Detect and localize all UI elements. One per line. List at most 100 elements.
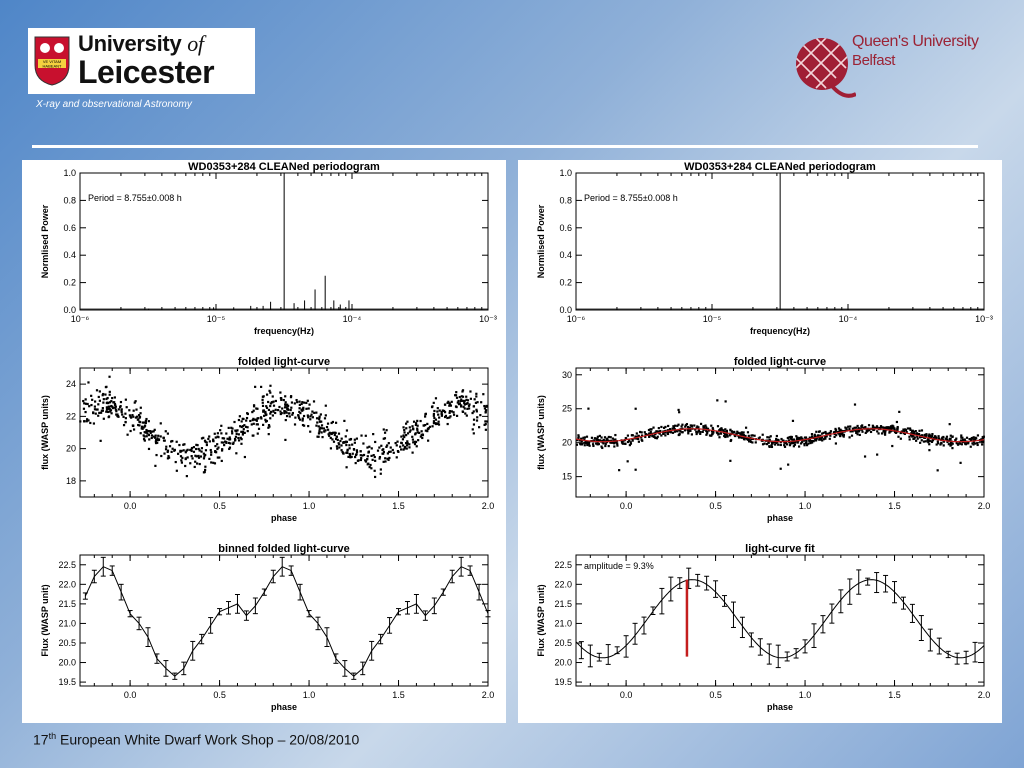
left-chart2-data-point [402,426,405,429]
left-chart2-data-point [351,443,354,446]
left-chart2-data-point [472,418,476,421]
left-chart2-data-point [128,409,131,412]
right-chart2-data-point [783,444,786,447]
right-chart2-data-point [660,425,663,429]
left-chart2-data-point [183,443,186,446]
right-chart2-data-point [635,432,638,435]
left-chart2-data-point [478,426,481,429]
right-chart2-data-point [788,441,791,444]
left-chart2-data-point [222,441,225,444]
right-chart2-data-point [959,461,962,464]
right-chart2-data-point [695,427,698,430]
right-chart2-data-point [862,426,865,429]
right-chart3-plot-frame [575,554,985,687]
left-chart2-data-point [216,432,219,435]
right-chart2-data-point [893,428,896,432]
right-chart2-data-point [931,434,934,438]
left-chart2-data-point [133,401,136,404]
left-chart2-data-point [405,444,409,447]
right-chart2-data-point [917,432,921,436]
right-chart2-data-point [583,444,586,447]
left-chart2-data-point [472,432,475,435]
right-chart2-data-point [797,445,801,448]
left-chart2-data-point [116,413,119,416]
left-chart2-data-point [320,420,323,423]
left-chart2-data-point [88,405,91,408]
left-chart2-data-point [485,405,488,408]
left-chart2-data-point [126,433,129,436]
right-chart2-data-point [744,426,748,429]
left-chart2-data-point [291,411,295,415]
right-chart2-data-point [598,434,601,438]
left-chart2-data-point [145,428,148,432]
right-chart2-data-point [628,439,631,442]
left-chart2-data-point [254,385,257,388]
left-chart2-data-point [243,424,246,427]
right-chart2-data-point [916,435,919,438]
right-chart2-data-point [965,436,969,439]
right-chart2-data-point [711,426,714,430]
left-chart2-data-point [210,451,213,454]
right-chart2-data-point [814,438,817,441]
left-chart2-data-point [197,447,200,451]
right-chart2-data-point [835,434,838,437]
right-chart2-data-point [704,424,707,427]
right-chart2-data-point [850,434,854,437]
left-chart2-data-point [408,443,411,446]
right-chart2-data-point [888,430,891,433]
left-chart2-data-point [473,398,476,401]
right-chart2-data-point [687,427,691,430]
right-chart2-data-point [822,438,825,441]
left-chart2-data-point [216,447,219,451]
left-chart2-x-tick-label: 2.0 [482,501,495,511]
right-chart2-data-point [793,443,797,446]
right-chart2-data-point [723,433,727,436]
right-chart2-data-point [857,426,860,430]
left-chart2-data-point [190,446,194,450]
left-chart2-data-point [283,410,286,413]
right-chart2-data-point [634,407,637,410]
left-chart2-data-point [104,393,107,396]
right-chart2-data-point [667,424,670,428]
left-chart2-data-point [274,408,277,411]
left-chart2-data-point [324,429,327,432]
left-chart2-data-point [418,431,421,434]
university-of-leicester-logo: VE VITAM HABEANT University of Leicester [28,28,255,94]
left-chart3-x-tick-label: 1.0 [303,690,316,700]
right-chart2-data-point [981,436,984,439]
left-chart2-data-point [461,390,464,393]
right-chart2-data-point [842,435,845,438]
right-chart2-data-point [585,440,588,443]
left-chart2-data-point [82,407,86,410]
left-chart2-data-point [241,430,245,433]
left-chart2-data-point [137,423,140,427]
right-chart2-data-point [929,434,932,437]
left-chart2-data-point [278,405,281,409]
left-chart2-title: folded light-curve [238,356,330,368]
left-chart2-data-point [220,432,223,435]
left-chart2-data-point [240,425,243,429]
right-chart2-data-point [895,420,899,424]
left-chart2-data-point [348,444,351,447]
right-chart2-data-point [863,455,867,458]
right-chart2-model-curve [575,428,985,443]
left-chart2-data-point [465,395,468,398]
left-chart2-data-point [195,443,198,446]
left-chart2-data-point [167,456,171,459]
left-chart2-data-point [263,414,266,417]
left-chart3-title: binned folded light-curve [218,543,349,555]
right-chart2-data-point [596,439,600,442]
left-chart2-data-point [306,414,309,417]
left-chart2-data-point [97,414,100,417]
right-chart2-data-point [743,438,746,441]
right-chart2-data-point [839,433,842,436]
right-chart2-data-point [954,439,957,442]
right-chart2-data-point [659,429,662,433]
right-chart2-data-point [821,432,824,435]
left-chart2-data-point [272,400,275,403]
left-chart2-data-point [321,435,324,439]
right-chart2-data-point [673,427,676,431]
left-chart2-data-point [272,404,276,407]
right-chart2-data-point [694,428,697,431]
right-chart2-data-point [767,441,770,444]
